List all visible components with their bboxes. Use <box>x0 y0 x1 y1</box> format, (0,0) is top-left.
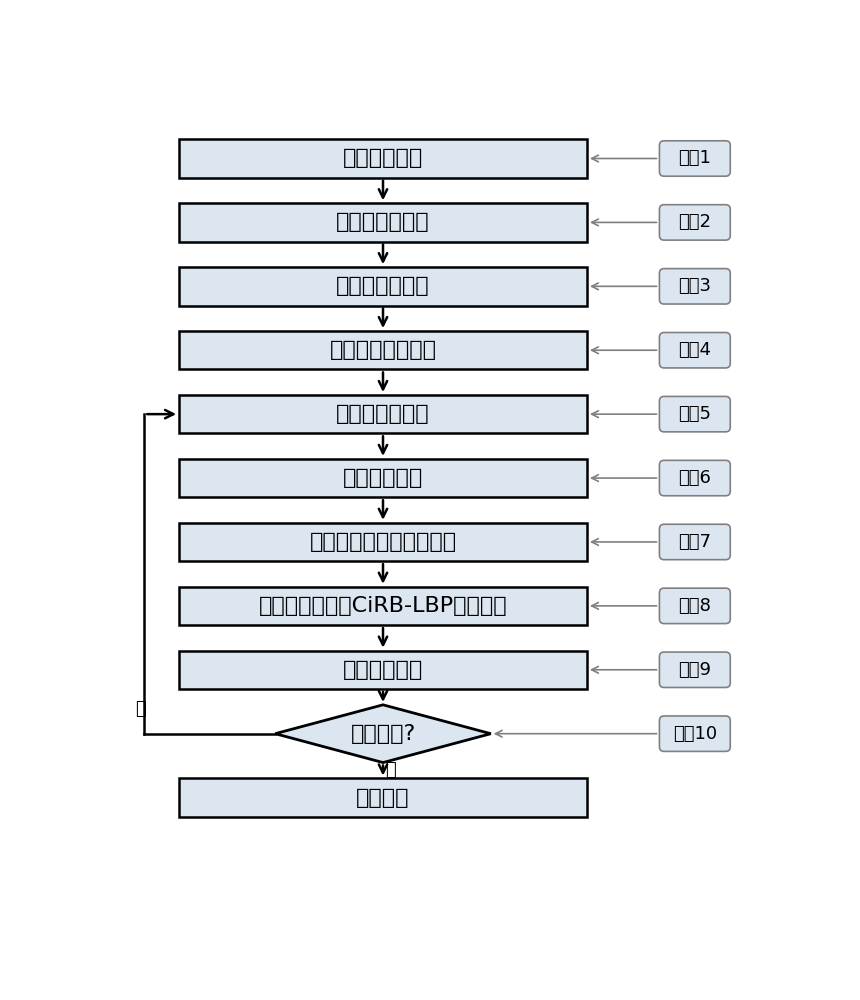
Text: 判别跟踪结果: 判别跟踪结果 <box>343 660 423 680</box>
FancyBboxPatch shape <box>660 588 730 624</box>
FancyBboxPatch shape <box>660 269 730 304</box>
Text: 步骤9: 步骤9 <box>679 661 711 679</box>
Text: 步骤10: 步骤10 <box>673 725 717 743</box>
FancyBboxPatch shape <box>660 716 730 751</box>
Text: 初始化测量矩阵: 初始化测量矩阵 <box>336 276 430 296</box>
FancyBboxPatch shape <box>660 652 730 687</box>
FancyBboxPatch shape <box>179 587 587 625</box>
FancyBboxPatch shape <box>179 651 587 689</box>
FancyBboxPatch shape <box>660 333 730 368</box>
Text: 步骤2: 步骤2 <box>679 213 711 231</box>
Text: 是: 是 <box>385 761 396 779</box>
Text: 步骤7: 步骤7 <box>679 533 711 551</box>
Text: 步骤1: 步骤1 <box>679 149 711 167</box>
Text: 初始化目标分类器: 初始化目标分类器 <box>329 340 437 360</box>
Text: 否: 否 <box>135 700 146 718</box>
Text: 更新目标分类器: 更新目标分类器 <box>336 404 430 424</box>
FancyBboxPatch shape <box>179 331 587 369</box>
Text: 步骤4: 步骤4 <box>679 341 711 359</box>
FancyBboxPatch shape <box>179 459 587 497</box>
Text: 最后一帧?: 最后一帧? <box>350 724 415 744</box>
Text: 步骤8: 步骤8 <box>679 597 711 615</box>
FancyBboxPatch shape <box>660 205 730 240</box>
FancyBboxPatch shape <box>179 139 587 178</box>
FancyBboxPatch shape <box>179 203 587 242</box>
Text: 初始化粒子集合: 初始化粒子集合 <box>336 212 430 232</box>
FancyBboxPatch shape <box>660 396 730 432</box>
Text: 计算候选目标的CiRB-LBP特征向量: 计算候选目标的CiRB-LBP特征向量 <box>259 596 507 616</box>
FancyBboxPatch shape <box>179 395 587 433</box>
FancyBboxPatch shape <box>179 778 587 817</box>
Text: 跟踪结束: 跟踪结束 <box>356 788 409 808</box>
Text: 预测候选目标的粒子集合: 预测候选目标的粒子集合 <box>310 532 457 552</box>
FancyBboxPatch shape <box>660 141 730 176</box>
FancyBboxPatch shape <box>660 524 730 560</box>
Text: 输入新视频帧: 输入新视频帧 <box>343 468 423 488</box>
Text: 选定跟踪区域: 选定跟踪区域 <box>343 148 423 168</box>
Text: 步骤5: 步骤5 <box>679 405 711 423</box>
Text: 步骤6: 步骤6 <box>679 469 711 487</box>
Polygon shape <box>275 705 491 763</box>
FancyBboxPatch shape <box>179 267 587 306</box>
Text: 步骤3: 步骤3 <box>679 277 711 295</box>
FancyBboxPatch shape <box>179 523 587 561</box>
FancyBboxPatch shape <box>660 460 730 496</box>
